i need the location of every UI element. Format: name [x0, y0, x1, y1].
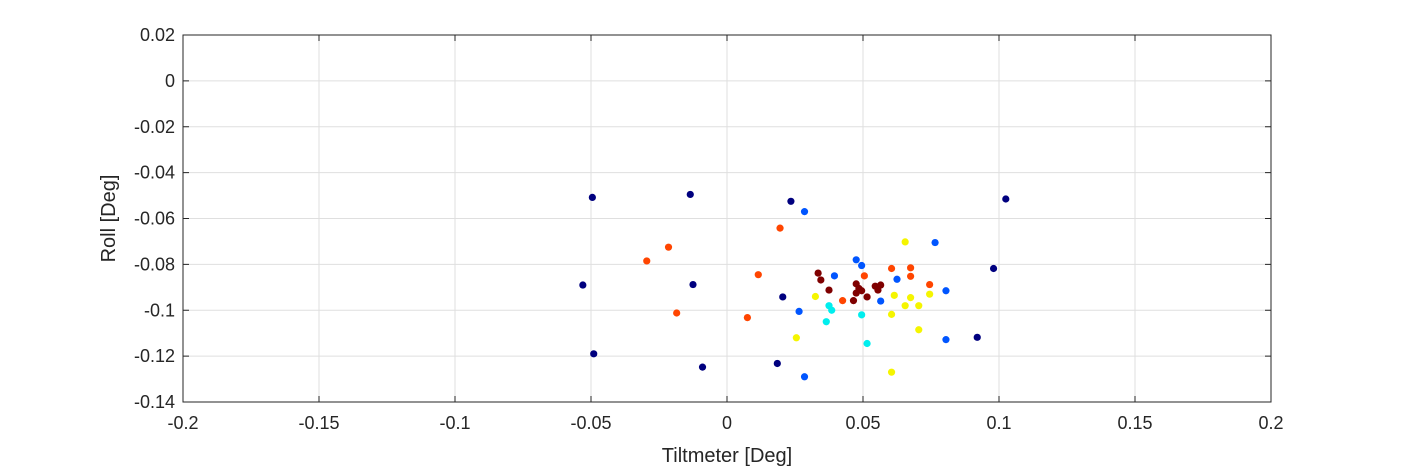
x-tick-label: -0.05 — [570, 413, 611, 433]
data-point — [795, 307, 803, 315]
data-point — [887, 264, 896, 273]
data-point — [915, 326, 923, 334]
data-point — [776, 224, 784, 232]
data-point — [858, 311, 866, 319]
data-point — [858, 261, 866, 270]
data-point — [863, 293, 871, 301]
data-point — [830, 272, 839, 280]
data-point — [839, 297, 847, 305]
x-tick-label: 0.2 — [1258, 413, 1283, 433]
data-point — [773, 359, 781, 368]
data-point — [877, 297, 885, 305]
data-point — [787, 197, 795, 205]
x-axis-label: Tiltmeter [Deg] — [662, 445, 792, 467]
data-point — [822, 318, 830, 326]
x-tick-label: 0 — [722, 413, 732, 433]
data-point — [877, 281, 885, 289]
x-tick-label: -0.15 — [298, 413, 339, 433]
data-point — [890, 291, 898, 299]
data-point — [849, 297, 858, 305]
y-tick-labels: -0.14 -0.12 -0.1 -0.08 -0.06 -0.04 -0.02 0 0.02 — [134, 25, 175, 412]
data-point — [643, 257, 651, 265]
data-point — [901, 238, 909, 246]
data-point — [754, 271, 762, 279]
data-point — [811, 292, 820, 301]
y-tick-label: -0.02 — [134, 117, 175, 137]
data-point — [915, 302, 923, 310]
data-point — [893, 275, 901, 283]
data-point — [686, 190, 694, 199]
data-point — [852, 289, 860, 297]
data-point — [863, 339, 871, 348]
y-tick-label: -0.1 — [144, 300, 175, 320]
data-point — [673, 309, 681, 317]
data-point — [792, 334, 800, 342]
data-point — [926, 280, 934, 289]
x-tick-label: 0.1 — [986, 413, 1011, 433]
grid-lines — [182, 34, 1272, 403]
data-point — [779, 293, 787, 301]
data-point — [860, 272, 868, 280]
data-point — [814, 269, 822, 277]
y-tick-label: -0.12 — [134, 346, 175, 366]
x-tick-label: 0.05 — [845, 413, 880, 433]
y-tick-label: 0.02 — [140, 25, 175, 45]
x-tick-label: -0.2 — [167, 413, 198, 433]
data-point — [907, 264, 915, 272]
data-point — [973, 333, 981, 341]
data-point — [698, 363, 707, 371]
data-point — [942, 336, 950, 344]
data-point — [901, 302, 909, 310]
data-point — [942, 287, 950, 295]
data-point — [817, 276, 825, 284]
data-point — [664, 243, 673, 251]
data-point — [743, 313, 752, 322]
data-point — [689, 280, 697, 289]
x-tick-label: -0.1 — [439, 413, 470, 433]
data-point — [887, 368, 896, 376]
data-points — [579, 190, 1010, 381]
data-point — [579, 281, 587, 289]
data-point — [1002, 195, 1010, 203]
y-tick-label: -0.08 — [134, 254, 175, 274]
tick-marks — [182, 34, 1272, 403]
data-point — [907, 272, 915, 280]
data-point — [858, 287, 866, 295]
data-point — [989, 264, 998, 273]
data-point — [907, 294, 915, 302]
data-point — [588, 193, 596, 201]
data-point — [926, 290, 934, 298]
data-point — [800, 208, 809, 216]
data-point — [800, 373, 809, 381]
data-point — [590, 350, 598, 358]
data-point — [852, 256, 860, 264]
data-point — [931, 238, 939, 247]
y-tick-label: -0.06 — [134, 209, 175, 229]
data-point — [887, 310, 896, 318]
y-axis-label: Roll [Deg] — [98, 175, 120, 263]
data-point — [825, 286, 833, 294]
x-tick-labels: -0.2 -0.15 -0.1 -0.05 0 0.05 0.1 0.15 0.2 — [167, 413, 1283, 433]
x-tick-label: 0.15 — [1117, 413, 1152, 433]
y-tick-label: -0.04 — [134, 163, 175, 183]
data-point — [828, 306, 836, 314]
y-tick-label: 0 — [165, 71, 175, 91]
y-tick-label: -0.14 — [134, 392, 175, 412]
